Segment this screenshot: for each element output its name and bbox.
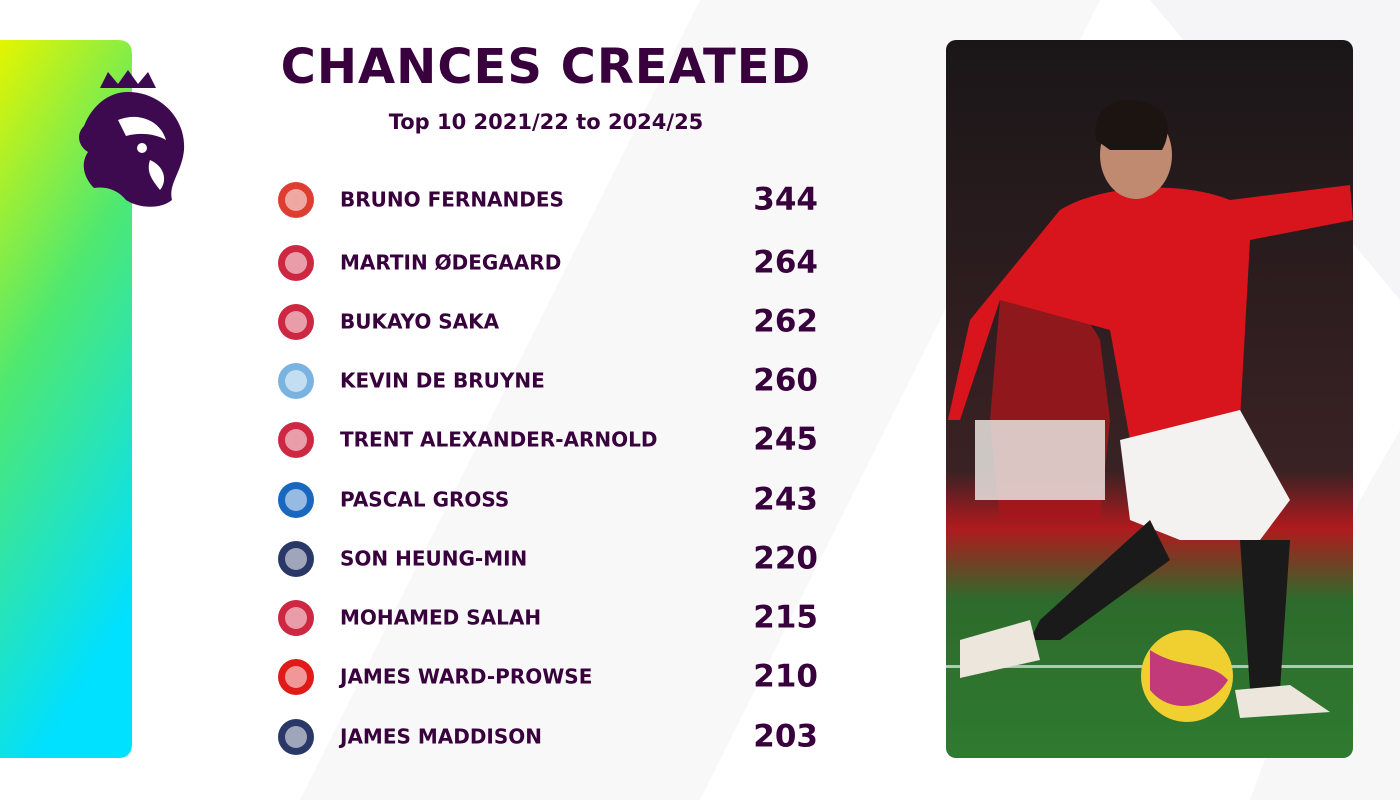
player-name: MOHAMED SALAH <box>340 606 541 630</box>
chances-value: 344 <box>753 182 818 218</box>
club-badge <box>278 422 314 458</box>
club-badge <box>278 245 314 281</box>
club-badge <box>278 182 314 218</box>
club-badge <box>278 719 314 755</box>
club-badge <box>278 541 314 577</box>
ranking-row: MARTIN ØDEGAARD 264 <box>278 245 818 281</box>
ranking-row: JAMES MADDISON 203 <box>278 719 818 755</box>
chances-value: 245 <box>753 422 818 458</box>
badge-inner <box>285 252 307 274</box>
badge-inner <box>285 726 307 748</box>
ranking-row: TRENT ALEXANDER-ARNOLD 245 <box>278 422 818 458</box>
player-name: KEVIN DE BRUYNE <box>340 369 545 393</box>
chances-value: 262 <box>753 304 818 340</box>
ranking-row: JAMES WARD-PROWSE 210 <box>278 659 818 695</box>
badge-inner <box>285 189 307 211</box>
club-badge <box>278 659 314 695</box>
badge-inner <box>285 607 307 629</box>
club-badge <box>278 600 314 636</box>
chances-value: 264 <box>753 245 818 281</box>
ranking-row: MOHAMED SALAH 215 <box>278 600 818 636</box>
badge-inner <box>285 311 307 333</box>
chances-value: 203 <box>753 719 818 755</box>
ranking-row: BRUNO FERNANDES 344 <box>278 182 818 218</box>
badge-inner <box>285 489 307 511</box>
ranking-row: KEVIN DE BRUYNE 260 <box>278 363 818 399</box>
club-badge <box>278 304 314 340</box>
badge-inner <box>285 548 307 570</box>
player-photo <box>946 40 1353 758</box>
chances-value: 260 <box>753 363 818 399</box>
ranking-row: PASCAL GROSS 243 <box>278 482 818 518</box>
chances-value: 210 <box>753 659 818 695</box>
player-name: JAMES WARD-PROWSE <box>338 665 592 689</box>
subtitle: Top 10 2021/22 to 2024/25 <box>389 110 704 134</box>
badge-inner <box>285 370 307 392</box>
player-name: JAMES MADDISON <box>338 725 542 749</box>
player-name: MARTIN ØDEGAARD <box>340 251 561 275</box>
player-name: BUKAYO SAKA <box>340 310 500 334</box>
player-name: BRUNO FERNANDES <box>340 188 564 212</box>
chances-value: 220 <box>753 541 818 577</box>
chances-value: 243 <box>753 482 818 518</box>
player-name: PASCAL GROSS <box>340 488 509 512</box>
title: CHANCES CREATED <box>281 39 812 95</box>
chances-value: 215 <box>753 600 818 636</box>
league-logo <box>79 70 185 207</box>
ranking-row: SON HEUNG-MIN 220 <box>278 541 818 577</box>
side-band <box>0 40 132 758</box>
player-name: TRENT ALEXANDER-ARNOLD <box>340 428 658 452</box>
club-badge <box>278 482 314 518</box>
player-name: SON HEUNG-MIN <box>340 547 527 571</box>
club-badge <box>278 363 314 399</box>
ranking-list: BRUNO FERNANDES 344 MARTIN ØDEGAARD 264 BUKA… <box>278 182 818 755</box>
badge-inner <box>285 429 307 451</box>
ranking-row: BUKAYO SAKA 262 <box>278 304 818 340</box>
badge-inner <box>285 666 307 688</box>
